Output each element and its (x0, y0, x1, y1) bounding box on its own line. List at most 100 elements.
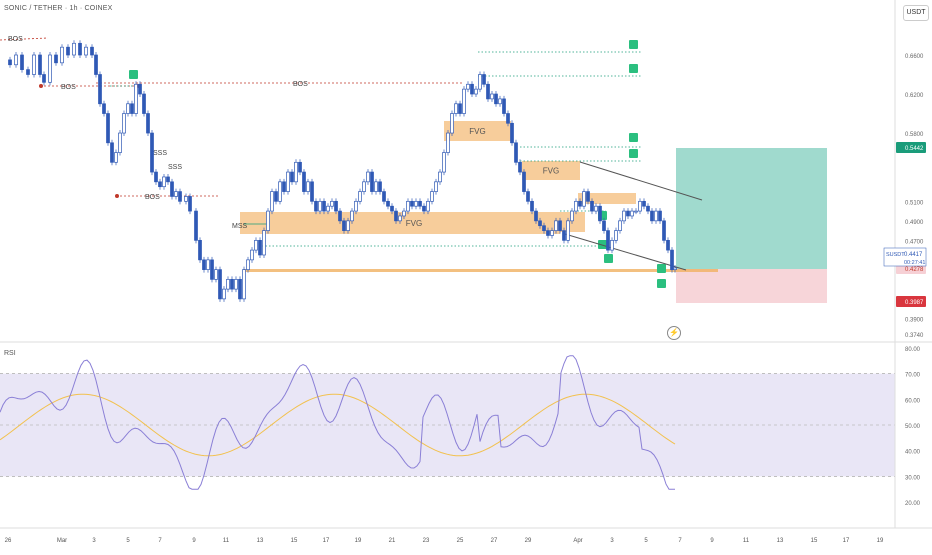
candle-body (370, 171, 374, 192)
price-tick: 0.4900 (905, 220, 924, 226)
candle-body (146, 113, 150, 134)
candle-body (154, 171, 158, 183)
candle-body (98, 74, 102, 105)
candle-body (90, 46, 94, 56)
candle-body (310, 181, 314, 202)
candle-body (402, 210, 406, 217)
candle-body (114, 152, 118, 163)
candle-body (54, 54, 58, 64)
price-tick: 0.3900 (905, 317, 924, 323)
candle-body (278, 181, 282, 202)
candle-body (162, 176, 166, 188)
candle-body (642, 200, 646, 207)
candle-body (42, 74, 46, 83)
price-tick: 0.6600 (905, 54, 924, 60)
candle-body (446, 132, 450, 153)
candle-body (422, 205, 426, 212)
candle-body (134, 83, 138, 114)
trend-line (579, 161, 703, 201)
candle-body (366, 171, 370, 183)
candle-body (142, 93, 146, 114)
target-price-tag-text: 0.5442 (905, 146, 924, 152)
candle-body (60, 46, 64, 64)
candle-body (618, 220, 622, 231)
candle-body (126, 103, 130, 114)
candle-body (358, 191, 362, 202)
signal-badge (657, 279, 666, 288)
time-tick: 3 (92, 538, 96, 544)
candle-body (610, 239, 614, 251)
stop-price-tag-text: 0.4278 (905, 267, 924, 273)
candle-body (102, 103, 106, 114)
candle-body (586, 191, 590, 202)
candle-body (330, 200, 334, 207)
price-tick: 0.5800 (905, 132, 924, 138)
time-tick: 11 (223, 538, 230, 544)
rsi-indicator-label[interactable]: RSI (4, 350, 16, 357)
rsi-tick: 20.00 (905, 501, 921, 507)
fvg-label: FVG (469, 127, 485, 136)
rsi-line (0, 355, 675, 490)
candle-body (174, 191, 178, 197)
candle-body (342, 220, 346, 231)
price-tick: 0.3740 (905, 333, 924, 339)
candle-body (414, 200, 418, 207)
order-block-line (244, 269, 718, 272)
candle-body (170, 181, 174, 197)
candle-body (246, 259, 250, 270)
candle-body (426, 200, 430, 212)
candle-body (598, 205, 602, 222)
currency-button[interactable]: USDT (903, 5, 929, 21)
candle-body (550, 230, 554, 236)
candle-body (410, 200, 414, 207)
candle-body (122, 113, 126, 134)
candle-body (574, 200, 578, 212)
candle-body (72, 42, 76, 56)
candle-body (20, 54, 24, 70)
candle-body (238, 279, 242, 300)
candle-body (450, 113, 454, 134)
candle-body (326, 205, 330, 212)
candle-body (94, 54, 98, 75)
candle-body (638, 200, 642, 212)
candle-body (562, 230, 566, 241)
candle-body (318, 200, 322, 212)
candle-body (270, 191, 274, 212)
signal-badge (129, 70, 138, 79)
signal-badge (604, 254, 613, 263)
candle-body (66, 46, 70, 56)
rsi-tick: 30.00 (905, 475, 921, 481)
candle-body (184, 196, 188, 202)
bos-line (0, 37, 49, 41)
candle-body (250, 249, 254, 261)
time-tick: 15 (811, 538, 818, 544)
low-price-tag (896, 296, 926, 307)
candle-body (526, 191, 530, 202)
candle-body (230, 279, 234, 290)
candle-body (510, 122, 514, 144)
candle-body (590, 200, 594, 212)
time-tick: 27 (491, 538, 498, 544)
candle-body (78, 42, 82, 56)
candle-body (14, 54, 18, 66)
lightning-icon[interactable]: ⚡ (667, 326, 681, 340)
price-tick: 0.5100 (905, 200, 924, 206)
candle-body (546, 230, 550, 236)
candle-body (374, 181, 378, 192)
mss-label: MSS (232, 223, 248, 230)
candle-body (386, 200, 390, 207)
sss-label: SSS (168, 164, 182, 171)
candle-body (138, 83, 142, 95)
candles (8, 40, 677, 302)
candle-body (454, 103, 458, 114)
candle-body (298, 161, 302, 173)
candle-body (378, 181, 382, 192)
candle-body (158, 181, 162, 188)
candle-body (486, 83, 490, 100)
candle-body (218, 269, 222, 300)
rsi-tick: 40.00 (905, 450, 921, 456)
rsi-tick: 60.00 (905, 398, 921, 404)
candle-body (334, 200, 338, 212)
